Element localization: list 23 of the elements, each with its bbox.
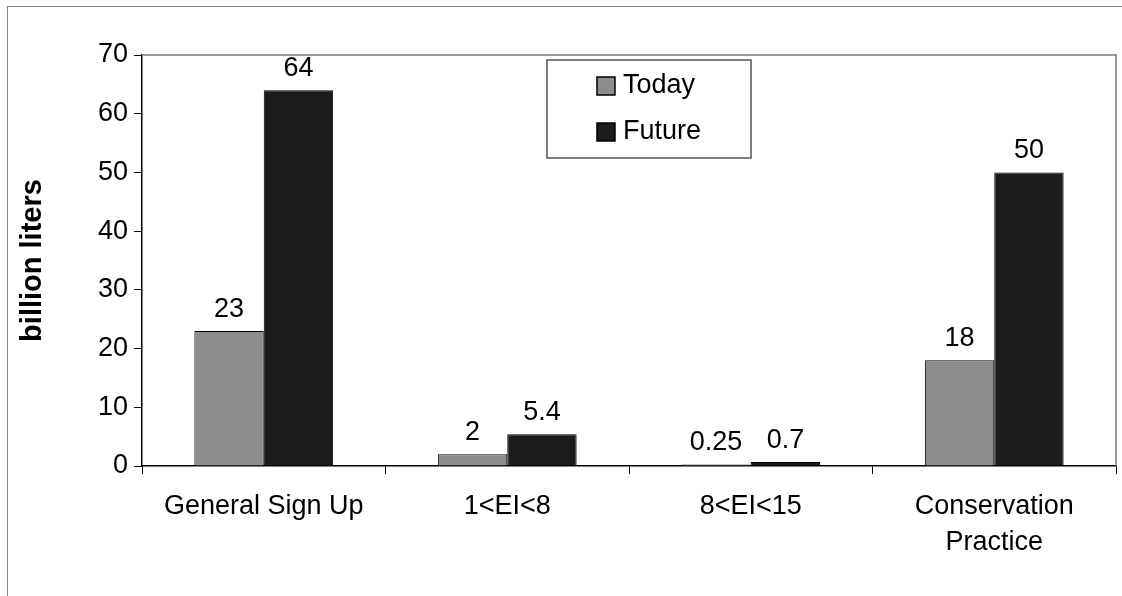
- y-tick-label: 10: [97, 390, 128, 421]
- x-tick-label: 8<EI<15: [699, 489, 802, 520]
- legend-label: Today: [622, 69, 696, 100]
- data-label: 64: [283, 52, 314, 83]
- data-label: 5.4: [523, 396, 561, 427]
- data-label: 23: [214, 292, 245, 323]
- x-tick-label: 1<EI<8: [463, 489, 551, 520]
- legend-label: Future: [622, 115, 702, 146]
- x-tick-label: Conservation Practice: [914, 489, 1074, 557]
- data-label: 50: [1013, 134, 1044, 165]
- y-tick-label: 0: [112, 449, 128, 480]
- y-tick-label: 70: [97, 38, 128, 69]
- y-axis-title: billion liters: [15, 179, 48, 342]
- y-tick-label: 60: [97, 97, 128, 128]
- data-label: 2: [465, 416, 481, 447]
- y-tick-label: 20: [97, 332, 128, 363]
- y-tick-label: 40: [97, 214, 128, 245]
- y-tick-label: 30: [97, 273, 128, 304]
- data-label: 18: [944, 322, 975, 353]
- data-label: 0.25: [689, 426, 743, 457]
- x-tick-label: General Sign Up: [163, 489, 364, 520]
- data-label: 0.7: [766, 423, 805, 454]
- y-tick-label: 50: [97, 155, 128, 186]
